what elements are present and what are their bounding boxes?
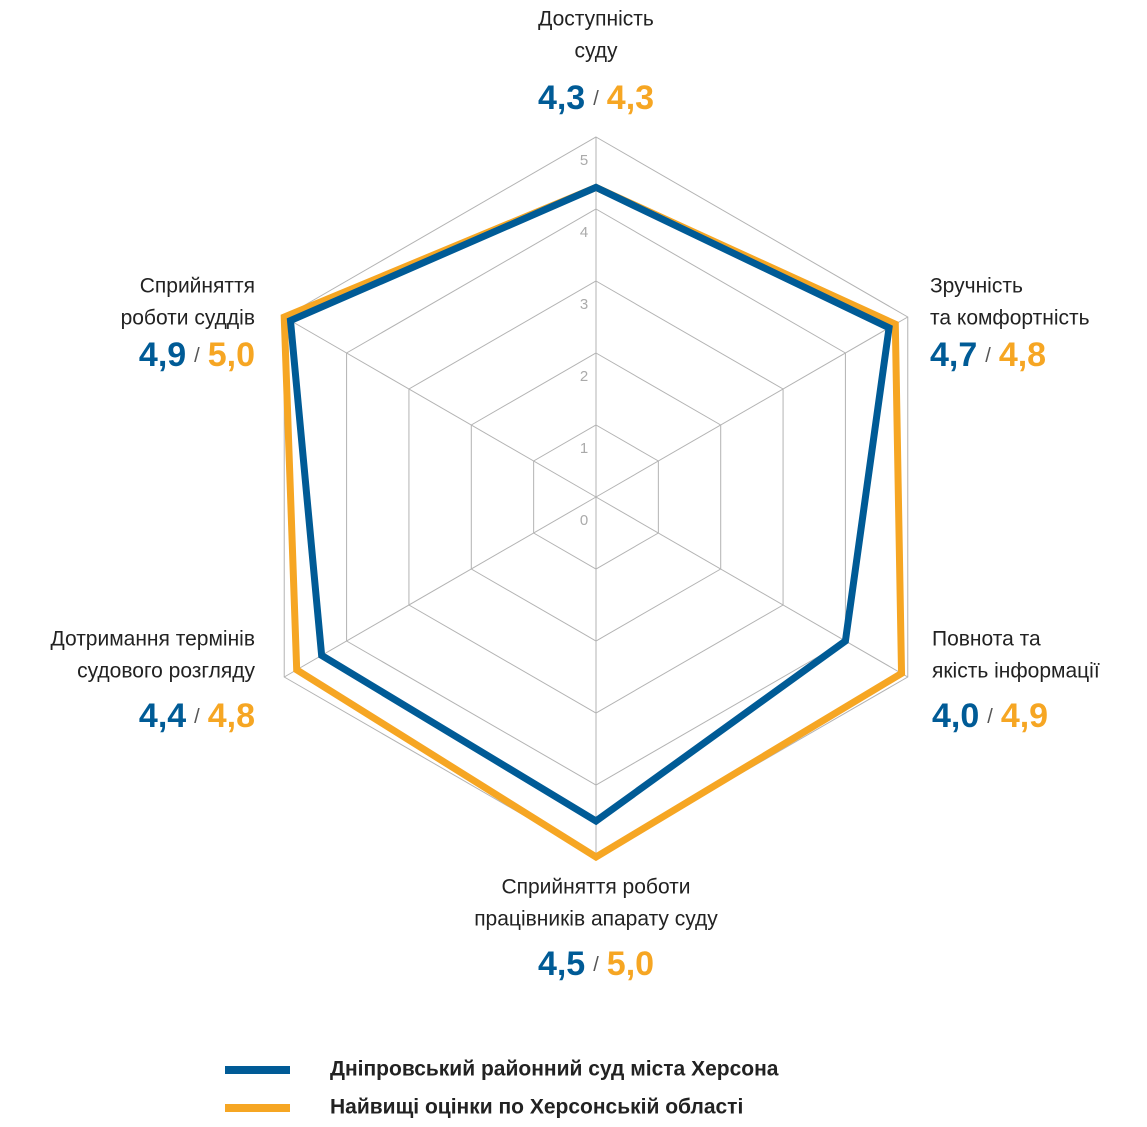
value-label: 5,0 (607, 945, 654, 983)
category-label: Сприйняття роботи (501, 876, 690, 899)
value-labels: 4,3 / 4,3 (538, 79, 654, 117)
category-label: роботи суддів (121, 307, 255, 330)
category-label: якість інформації (932, 660, 1100, 683)
value-label: 5,0 (208, 336, 255, 374)
axis-spoke (283, 316, 597, 498)
r-tick-label: 5 (580, 152, 588, 169)
value-labels: 4,7 / 4,8 (930, 336, 1046, 374)
value-label: 4,0 (932, 697, 979, 735)
value-separator: / (194, 345, 200, 367)
value-label: 4,9 (1001, 697, 1048, 735)
value-labels: 4,5 / 5,0 (538, 945, 654, 983)
value-separator: / (987, 706, 993, 728)
value-labels: 4,4 / 4,8 (139, 697, 255, 735)
axis-spoke (283, 496, 597, 678)
r-tick-label: 4 (580, 224, 588, 241)
value-separator: / (593, 88, 599, 110)
axis-spoke (595, 496, 909, 678)
series-line (280, 183, 906, 862)
category-label: Зручність (930, 275, 1023, 298)
value-label: 4,3 (607, 79, 654, 117)
r-tick-label: 2 (580, 368, 588, 385)
category-label: працівників апарату суду (474, 908, 718, 931)
category-label: судового розгляду (77, 660, 255, 683)
value-separator: / (194, 706, 200, 728)
axis-spoke (595, 316, 909, 498)
value-label: 4,5 (538, 945, 585, 983)
category-label: суду (574, 40, 618, 63)
value-label: 4,4 (139, 697, 186, 735)
r-tick-label: 1 (580, 440, 588, 457)
series-line (286, 183, 893, 826)
value-label: 4,3 (538, 79, 585, 117)
category-label: Повнота та (932, 628, 1041, 651)
category-label: Дотримання термінів (51, 628, 255, 651)
r-tick-label: 0 (580, 512, 588, 529)
r-tick-label: 3 (580, 296, 588, 313)
category-label: Доступність (538, 8, 654, 31)
value-separator: / (593, 954, 599, 976)
value-labels: 4,9 / 5,0 (139, 336, 255, 374)
value-labels: 4,0 / 4,9 (932, 697, 1048, 735)
value-label: 4,8 (208, 697, 255, 735)
value-label: 4,9 (139, 336, 186, 374)
value-label: 4,7 (930, 336, 977, 374)
value-label: 4,8 (999, 336, 1046, 374)
category-label: Сприйняття (140, 275, 255, 298)
category-label: та комфортність (930, 307, 1090, 330)
legend-label: Найвищі оцінки по Херсонській області (330, 1096, 743, 1119)
legend-label: Дніпровський районний суд міста Херсона (330, 1058, 779, 1081)
value-separator: / (985, 345, 991, 367)
